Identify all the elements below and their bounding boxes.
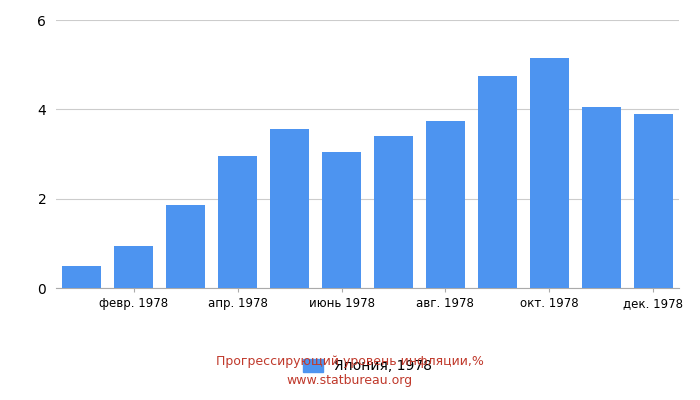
Bar	[634, 114, 673, 288]
Text: www.statbureau.org: www.statbureau.org	[287, 374, 413, 387]
Bar	[478, 76, 517, 288]
Legend: Япония, 1978: Япония, 1978	[297, 354, 438, 379]
Bar	[582, 107, 621, 288]
Bar	[114, 246, 153, 288]
Bar	[218, 156, 257, 288]
Bar	[167, 205, 205, 288]
Bar	[62, 266, 102, 288]
Bar	[270, 130, 309, 288]
Text: Прогрессирующий уровень инфляции,%: Прогрессирующий уровень инфляции,%	[216, 356, 484, 368]
Bar	[426, 120, 465, 288]
Bar	[374, 136, 413, 288]
Bar	[322, 152, 361, 288]
Bar	[530, 58, 568, 288]
